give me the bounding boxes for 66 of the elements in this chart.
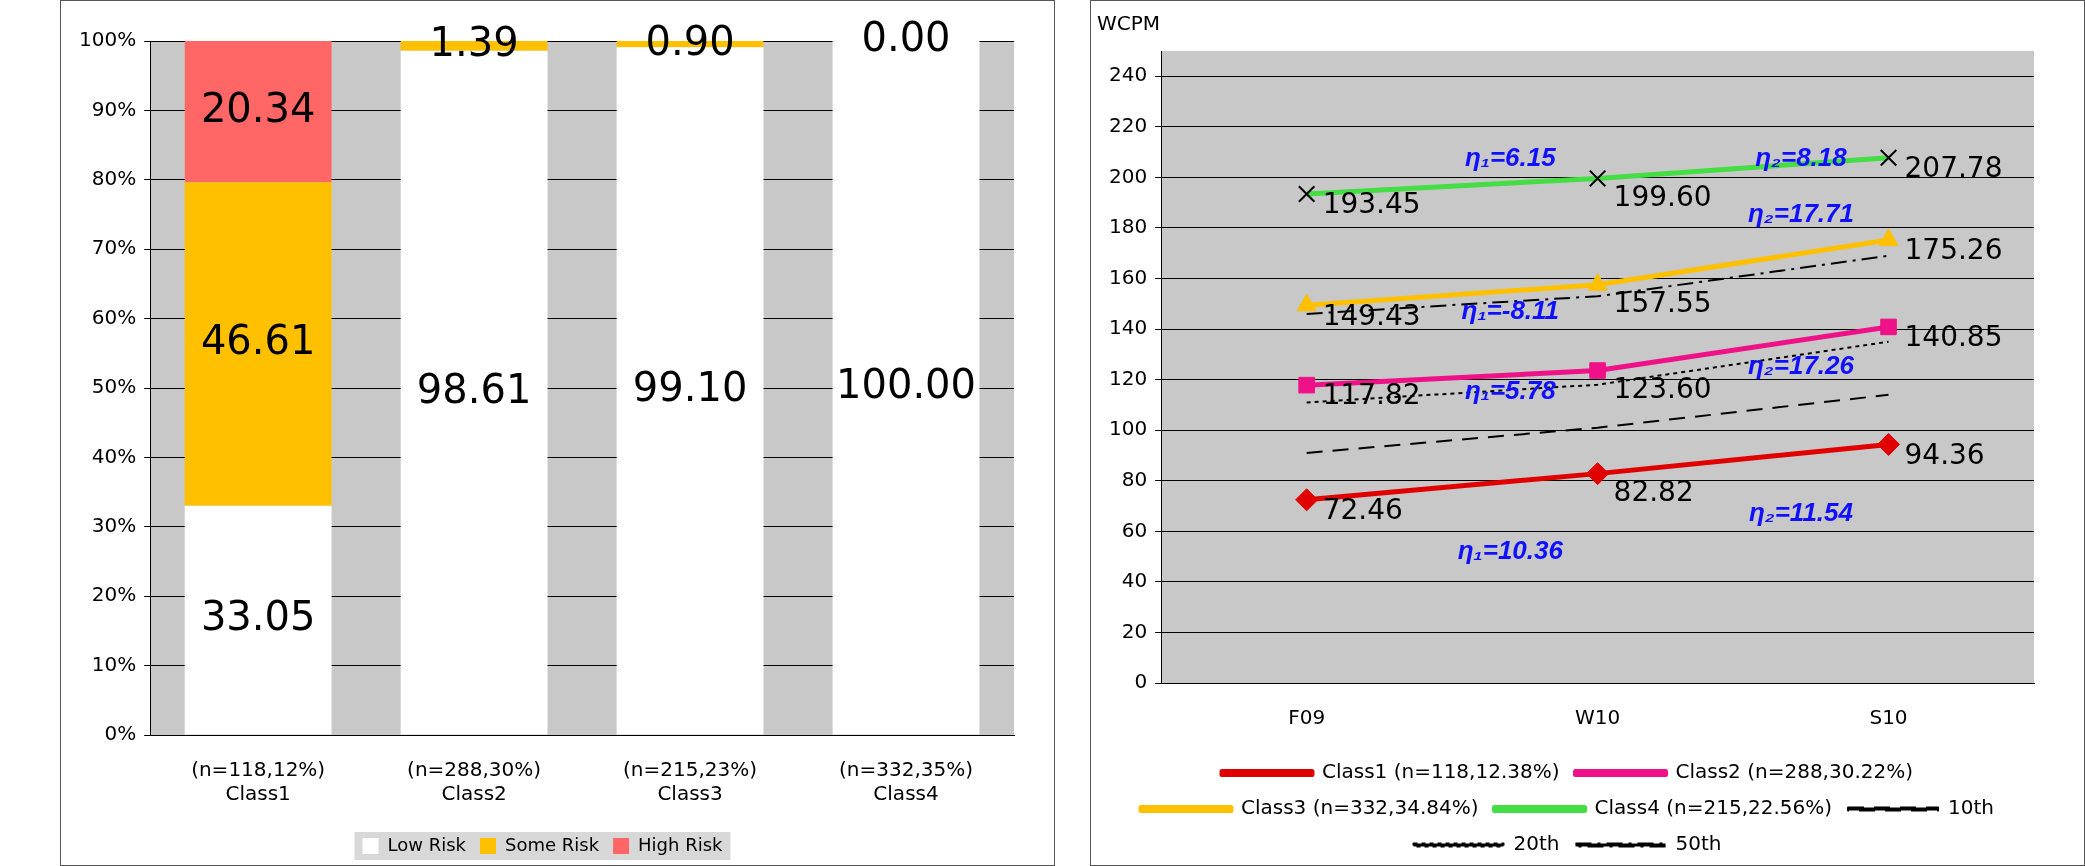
y-tick-label: 60% [91, 304, 137, 329]
y-axis-title: WCPM [1097, 11, 1161, 36]
x-tick-label: (n=332,35%) Class4 [839, 757, 974, 806]
legend-label: 20th [1513, 831, 1560, 856]
y-tick-label: 80% [91, 166, 137, 190]
y-tick-label: 40% [91, 443, 137, 468]
y-tick-label: 0 [1134, 669, 1148, 694]
y-tick-label: 0% [104, 721, 137, 746]
data-label: 72.46 [1322, 493, 1403, 527]
data-label: 157.55 [1613, 285, 1712, 319]
y-tick-label: 20% [91, 582, 137, 607]
x-tick-label: (n=288,30%) Class2 [407, 757, 542, 806]
data-label: 149.43 [1322, 298, 1421, 332]
data-label: 117.82 [1322, 378, 1421, 412]
data-label: 20.34 [200, 84, 316, 131]
legend-label: Low Risk [387, 833, 467, 855]
data-label: 99.10 [632, 364, 748, 411]
data-label: 33.05 [200, 593, 316, 640]
x-tick-label: (n=118,12%) Class1 [191, 757, 326, 806]
y-tick-label: 120 [1108, 365, 1148, 390]
legend-label: High Risk [638, 833, 724, 855]
annotation: η₂=17.26 [1747, 350, 1855, 381]
y-tick-label: 80 [1121, 466, 1148, 491]
y-tick-label: 70% [91, 235, 137, 260]
data-label: 175.26 [1904, 233, 2003, 267]
annotation: η₁=5.78 [1464, 375, 1557, 406]
y-tick-label: 200 [1108, 163, 1148, 188]
y-tick-label: 50% [91, 374, 137, 399]
legend-label: Some Risk [505, 833, 600, 855]
data-label: 94.36 [1904, 437, 1985, 471]
annotation: η₂=17.71 [1747, 198, 1854, 229]
y-tick-label: 90% [91, 96, 137, 121]
y-tick-label: 140 [1108, 315, 1148, 340]
data-label: 46.61 [200, 317, 316, 364]
x-tick-label: F09 [1288, 705, 1326, 730]
legend-label: 10th [1948, 795, 1995, 820]
x-tick-label: S10 [1869, 705, 1908, 730]
legend-label: Class3 (n=332,34.84%) [1240, 795, 1479, 820]
y-tick-label: 180 [1108, 214, 1148, 239]
y-tick-label: 100 [1108, 416, 1148, 441]
annotation: η₁=-8.11 [1461, 294, 1560, 325]
data-label: 0.00 [861, 14, 951, 61]
data-label: 98.61 [416, 365, 532, 412]
x-tick-label: (n=215,23%) Class3 [623, 757, 758, 806]
data-label: 199.60 [1613, 179, 1712, 213]
data-label: 100.00 [836, 361, 977, 408]
y-tick-label: 240 [1108, 62, 1148, 87]
y-tick-label: 220 [1108, 113, 1148, 138]
legend-label: Class1 (n=118,12.38%) [1321, 759, 1560, 784]
legend-label: Class2 (n=288,30.22%) [1675, 759, 1914, 784]
data-label: 207.78 [1904, 151, 2003, 185]
legend-label: Class4 (n=215,22.56%) [1594, 795, 1833, 820]
annotation: η₂=11.54 [1748, 496, 1854, 527]
y-tick-label: 20 [1121, 618, 1148, 643]
data-label: 140.85 [1904, 320, 2003, 354]
x-tick-label: W10 [1574, 705, 1621, 730]
y-tick-label: 10% [91, 651, 137, 676]
y-tick-label: 160 [1108, 264, 1148, 289]
legend-label: 50th [1675, 831, 1722, 856]
y-tick-label: 40 [1121, 568, 1148, 593]
y-tick-label: 60 [1121, 517, 1148, 542]
data-label: 193.45 [1322, 187, 1421, 221]
annotation: η₁=10.36 [1457, 534, 1564, 565]
y-tick-label: 30% [91, 513, 137, 537]
y-tick-label: 100% [78, 27, 137, 52]
annotation: η₁=6.15 [1464, 141, 1557, 172]
